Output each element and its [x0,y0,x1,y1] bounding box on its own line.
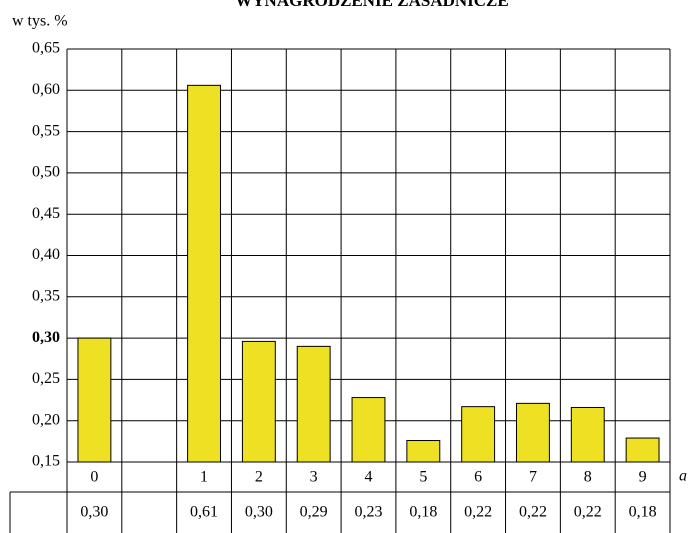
value-label: 0,18 [409,504,437,521]
y-tick-label: 0,60 [32,81,60,98]
y-tick-label: 0,50 [32,164,60,181]
bar [241,340,276,463]
y-axis-label: w tys. % [12,13,68,30]
bar [625,437,660,463]
bar [461,406,496,463]
value-label: 0,22 [574,504,602,521]
bar [516,402,550,463]
value-label: 0,22 [519,504,547,521]
y-tick-label: 0,40 [32,246,60,263]
bar [296,345,331,463]
y-tick-label: 0,45 [32,205,60,222]
bar [351,397,386,463]
y-tick-label: 0,55 [32,122,60,139]
x-tick-label: 8 [584,469,592,486]
y-tick-label: 0,35 [32,287,60,304]
value-label: 0,61 [190,504,218,521]
y-tick-label: 0,25 [32,370,60,387]
x-tick-label: 1 [200,469,208,486]
y-tick-label: 0,20 [32,411,60,428]
x-tick-label: 3 [310,469,318,486]
value-label: 0,23 [355,504,383,521]
y-tick-label: 0,30 [32,329,60,346]
bar [187,84,221,463]
value-label: 0,30 [80,504,108,521]
x-tick-label: 7 [529,469,537,486]
y-tick-label: 0,15 [32,453,60,470]
x-tick-label: 2 [255,469,263,486]
value-label: 0,29 [300,504,328,521]
x-tick-label: 9 [639,469,647,486]
bar [77,337,112,463]
value-label: 0,30 [245,504,273,521]
x-axis-label: a [679,468,687,485]
x-tick-label: 0 [90,469,98,486]
chart-title: WYNAGRODZENIE ZASADNICZE [235,0,508,10]
y-tick-label: 0,65 [32,40,60,57]
x-tick-label: 6 [474,469,482,486]
value-label: 0,22 [464,504,492,521]
bar [570,406,605,463]
bar [406,440,441,463]
x-tick-label: 5 [419,469,427,486]
x-tick-label: 4 [365,469,373,486]
value-label: 0,18 [629,504,657,521]
